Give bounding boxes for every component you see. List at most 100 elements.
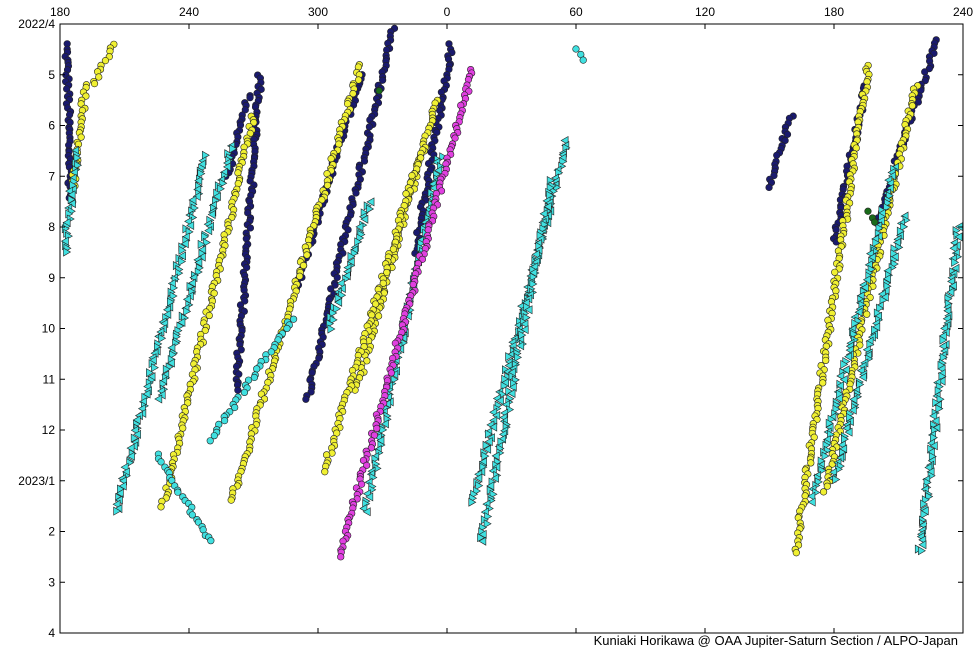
triangle-marker	[355, 222, 364, 232]
triangle-marker	[482, 440, 491, 450]
triangle-marker	[491, 451, 500, 461]
triangle-marker	[516, 341, 525, 351]
circle-marker	[765, 183, 773, 192]
circle-marker	[205, 311, 213, 320]
triangle-marker	[920, 499, 929, 509]
circle-marker	[864, 207, 872, 215]
y-tick-label: 12	[42, 423, 56, 437]
triangle-marker	[146, 368, 154, 378]
circle-marker	[360, 157, 369, 165]
triangle-marker	[832, 475, 841, 485]
circle-marker	[831, 268, 839, 276]
x-axis-ticks: 180 240 300 0 60 120 180 240	[50, 5, 973, 633]
triangle-marker	[836, 381, 844, 391]
triangle-marker	[829, 467, 838, 477]
triangle-marker	[197, 169, 206, 179]
triangle-marker	[481, 451, 490, 461]
triangle-marker	[929, 441, 938, 451]
circle-marker	[299, 261, 308, 270]
circle-marker	[375, 312, 383, 320]
circle-marker	[413, 228, 421, 237]
y-tick-label: 7	[48, 169, 55, 183]
data-marks	[60, 24, 963, 561]
triangle-marker	[498, 389, 507, 399]
circle-marker	[822, 356, 830, 365]
triangle-marker	[507, 388, 516, 398]
circle-marker	[363, 357, 371, 365]
triangle-marker	[924, 462, 933, 473]
triangle-marker	[546, 183, 555, 193]
circle-marker	[246, 224, 255, 232]
triangle-marker	[73, 153, 82, 163]
triangle-marker	[920, 509, 929, 519]
triangle-marker	[183, 306, 192, 316]
triangle-marker	[366, 204, 375, 214]
triangle-marker	[935, 404, 944, 414]
triangle-marker	[856, 379, 865, 389]
y-tick-label: 11	[43, 372, 56, 386]
circle-marker	[373, 424, 381, 432]
circle-marker	[246, 94, 254, 102]
triangle-marker	[333, 304, 342, 314]
circle-marker	[579, 56, 587, 64]
circle-marker	[157, 503, 165, 511]
triangle-marker	[327, 324, 336, 334]
triangle-marker	[854, 307, 863, 317]
triangle-marker	[949, 243, 958, 253]
triangle-marker	[113, 506, 122, 516]
triangle-marker	[939, 335, 948, 345]
triangle-marker	[918, 540, 927, 550]
triangle-marker	[938, 341, 947, 351]
credit-text: Kuniaki Horikawa @ OAA Jupiter-Saturn Se…	[593, 633, 958, 648]
circle-marker	[323, 181, 332, 189]
triangle-marker	[508, 382, 517, 392]
triangle-marker	[943, 306, 952, 316]
triangle-marker	[180, 239, 189, 249]
y-tick-label: 2023/1	[18, 474, 55, 488]
triangle-marker	[207, 209, 216, 219]
triangle-marker	[475, 481, 484, 491]
triangle-marker	[840, 359, 849, 369]
circle-marker	[363, 461, 371, 469]
circle-marker	[383, 268, 391, 277]
triangle-marker	[362, 507, 371, 517]
triangle-marker	[524, 305, 533, 315]
triangle-marker	[543, 202, 552, 212]
circle-marker	[283, 324, 291, 333]
triangle-marker	[133, 429, 141, 439]
circle-marker	[773, 151, 781, 159]
triangle-marker	[112, 499, 121, 509]
triangle-marker	[67, 190, 76, 200]
circle-marker	[174, 488, 182, 496]
triangle-marker	[821, 451, 830, 461]
triangle-marker	[154, 394, 163, 404]
triangle-marker	[520, 319, 529, 329]
circle-marker	[783, 130, 792, 138]
triangle-marker	[329, 308, 338, 318]
triangle-marker	[150, 363, 159, 373]
triangle-marker	[474, 473, 483, 483]
triangle-marker	[918, 546, 926, 556]
triangle-marker	[380, 419, 389, 429]
y-tick-label: 2	[48, 525, 55, 539]
circle-marker	[179, 424, 187, 432]
triangle-marker	[115, 488, 124, 498]
triangle-marker	[951, 257, 960, 267]
circle-marker	[220, 417, 229, 425]
triangle-marker	[176, 321, 185, 331]
circle-marker	[253, 365, 261, 373]
triangle-marker	[337, 283, 346, 294]
y-axis-ticks: 2022/4 5 6 7 8 9 10 11 12 2023/1 2 3 4	[18, 17, 963, 640]
triangle-marker	[360, 214, 369, 224]
circle-marker	[819, 488, 828, 496]
triangle-marker	[531, 249, 540, 259]
triangle-marker	[194, 176, 203, 186]
circle-marker	[379, 76, 387, 84]
triangle-marker	[170, 283, 179, 293]
y-tick-label: 10	[42, 322, 56, 336]
circle-marker	[95, 73, 103, 81]
circle-marker	[349, 89, 357, 98]
triangle-marker	[390, 374, 399, 385]
triangle-marker	[158, 333, 167, 343]
x-tick-label: 0	[444, 5, 451, 19]
